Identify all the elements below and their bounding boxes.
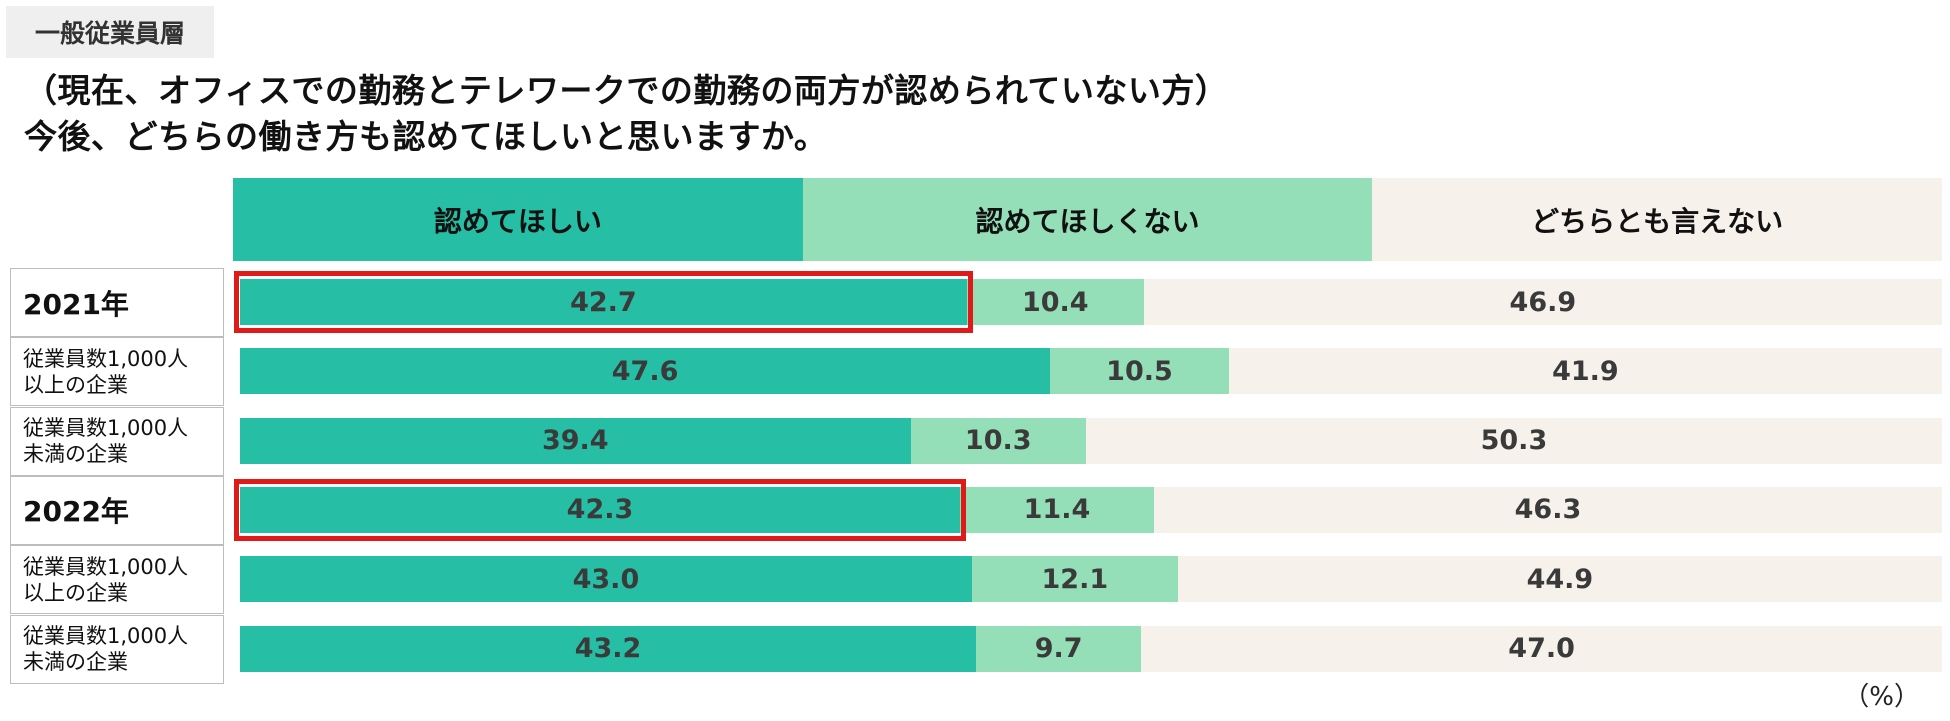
bar-segment-neither: 46.3 bbox=[1153, 486, 1942, 533]
bar-segment-neither: 46.9 bbox=[1143, 279, 1942, 325]
data-label: 43.2 bbox=[574, 633, 642, 664]
data-label: 47.0 bbox=[1508, 633, 1575, 664]
bar-segment-not-want: 10.4 bbox=[966, 279, 1144, 325]
data-label: 39.4 bbox=[541, 425, 609, 457]
bar-segment-not-want: 10.3 bbox=[910, 417, 1086, 464]
bar-segment-want: 39.4 bbox=[240, 417, 911, 464]
bar-segment-not-want: 12.1 bbox=[971, 556, 1178, 603]
bar-segment-want: 42.3 bbox=[240, 486, 960, 533]
data-label: 10.4 bbox=[1021, 286, 1089, 318]
bar-row: 42.7 10.4 46.9 bbox=[240, 279, 1942, 325]
bar-row: 43.0 12.1 44.9 bbox=[240, 556, 1942, 603]
row-label: 従業員数1,000人 未満の企業 bbox=[10, 406, 224, 476]
row-label: 従業員数1,000人 未満の企業 bbox=[10, 614, 224, 684]
question-title-line2: 今後、どちらの働き方も認めてほしいと思いますか。 bbox=[24, 117, 828, 156]
row-label: 従業員数1,000人 以上の企業 bbox=[10, 337, 224, 407]
data-label: 50.3 bbox=[1480, 425, 1548, 457]
segment-tag: 一般従業員層 bbox=[6, 6, 214, 58]
data-label: 47.6 bbox=[611, 355, 679, 387]
legend-neither: どちらとも言えない bbox=[1372, 178, 1943, 261]
bar-segment-want: 43.2 bbox=[240, 625, 976, 672]
row-label: 2022年 bbox=[10, 475, 224, 545]
data-label: 42.7 bbox=[570, 286, 637, 318]
bar-segment-neither: 50.3 bbox=[1085, 417, 1942, 464]
data-label: 42.3 bbox=[566, 494, 634, 526]
bar-segment-want: 47.6 bbox=[240, 348, 1051, 395]
data-label: 10.5 bbox=[1106, 355, 1173, 387]
question-title-line1: （現在、オフィスでの勤務とテレワークでの勤務の両方が認められていない方） bbox=[24, 71, 1229, 110]
bar-segment-neither: 44.9 bbox=[1177, 556, 1942, 603]
data-label: 46.3 bbox=[1514, 494, 1582, 526]
bar-row: 39.4 10.3 50.3 bbox=[240, 417, 1942, 464]
data-label: 12.1 bbox=[1041, 563, 1109, 595]
row-label: 従業員数1,000人 以上の企業 bbox=[10, 545, 224, 615]
bar-segment-not-want: 11.4 bbox=[959, 486, 1154, 533]
data-label: 44.9 bbox=[1526, 563, 1594, 595]
data-label: 46.9 bbox=[1509, 286, 1577, 318]
unit-label: （%） bbox=[1843, 682, 1920, 712]
bar-row: 43.2 9.7 47.0 bbox=[240, 625, 1942, 672]
bar-segment-want: 43.0 bbox=[240, 556, 972, 603]
bar-row: 47.6 10.5 41.9 bbox=[240, 348, 1942, 395]
data-label: 10.3 bbox=[964, 425, 1032, 457]
bar-segment-neither: 41.9 bbox=[1228, 348, 1942, 395]
data-label: 9.7 bbox=[1034, 633, 1083, 664]
data-label: 43.0 bbox=[572, 563, 640, 595]
bar-segment-want: 42.7 bbox=[240, 279, 967, 325]
legend-not-want: 認めてほしくない bbox=[802, 178, 1373, 261]
data-label: 41.9 bbox=[1552, 355, 1619, 387]
bar-segment-neither: 47.0 bbox=[1141, 625, 1942, 672]
data-label: 11.4 bbox=[1023, 494, 1091, 526]
bar-row: 42.3 11.4 46.3 bbox=[240, 486, 1942, 533]
bar-segment-not-want: 10.5 bbox=[1050, 348, 1229, 395]
legend-header: 認めてほしい 認めてほしくない どちらとも言えない bbox=[233, 178, 1943, 261]
bar-segment-not-want: 9.7 bbox=[976, 625, 1142, 672]
legend-want: 認めてほしい bbox=[233, 178, 803, 261]
row-label: 2021年 bbox=[10, 268, 224, 337]
